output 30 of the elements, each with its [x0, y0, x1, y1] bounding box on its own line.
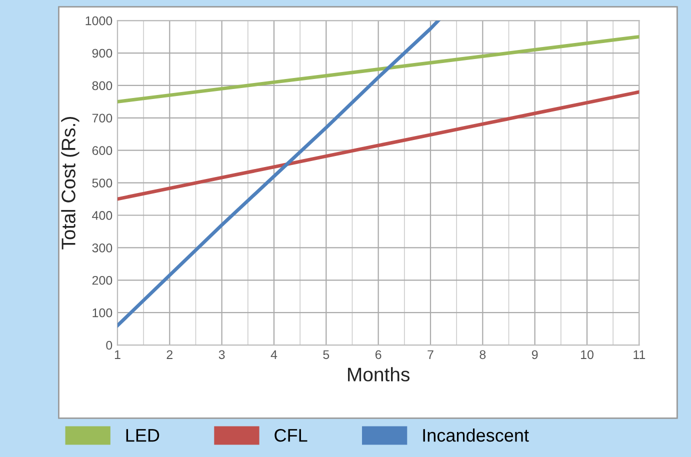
line-series	[117, 90, 640, 201]
y-tick-label: 200	[92, 276, 112, 285]
y-tick-label: 0	[106, 340, 112, 350]
x-tick-label: 1	[114, 350, 120, 359]
y-tick-label: 700	[92, 114, 112, 123]
y-tick-label: 100	[92, 308, 112, 318]
x-tick-label: 4	[270, 350, 278, 359]
x-tick-label: 2	[166, 350, 172, 359]
line-series	[117, 20, 440, 328]
y-tick-label: 300	[92, 243, 112, 252]
legend-label: Incandescent	[423, 428, 529, 442]
x-tick-label: 6	[375, 350, 382, 360]
x-tick-label: 5	[323, 350, 330, 360]
y-tick-label: 500	[92, 178, 112, 188]
y-tick-label: 1000	[86, 16, 112, 26]
x-tick-label: 8	[480, 350, 486, 360]
legend-label: LED	[126, 429, 160, 442]
y-tick-label: 600	[92, 146, 112, 156]
y-tick-label: 800	[92, 81, 112, 90]
y-tick-label: 400	[92, 211, 112, 220]
y-tick-label: 900	[92, 48, 112, 58]
line-series	[117, 35, 640, 104]
x-tick-label: 3	[218, 350, 225, 360]
legend-label: CFL	[274, 428, 308, 442]
y-axis-title: Total Cost (Rs.)	[61, 117, 80, 250]
x-axis-title: Months	[348, 367, 410, 382]
x-tick-label: 10	[581, 350, 594, 360]
x-tick-label: 7	[428, 350, 434, 359]
x-tick-label: 9	[532, 350, 538, 360]
x-tick-label: 11	[634, 350, 646, 359]
